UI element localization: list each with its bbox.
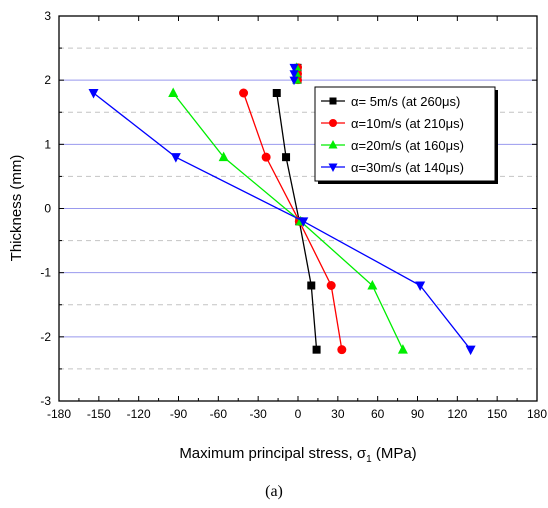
stress-thickness-chart: -180 -150 -120 -90 -60 -30 0 30 60 90 120 150 180-3-… xyxy=(8,9,547,465)
legend-label: α=10m/s (at 210μs) xyxy=(351,116,464,131)
legend: α= 5m/s (at 260μs) α=10m/s (at 210μs) α=20… xyxy=(314,86,498,184)
x-tick-label: 120 xyxy=(447,407,467,421)
data-point-triangle-up xyxy=(328,140,338,149)
data-series xyxy=(88,62,476,356)
data-point-circle xyxy=(326,281,336,290)
data-point-triangle-down xyxy=(289,63,299,73)
x-tick-label: 60 xyxy=(371,407,385,421)
y-tick-label: 2 xyxy=(44,73,51,87)
data-point-triangle-down xyxy=(465,345,476,356)
legend-label: α= 5m/s (at 260μs) xyxy=(351,94,460,109)
data-point-triangle-up xyxy=(218,151,229,162)
x-tick-label: 150 xyxy=(487,407,507,421)
data-point-triangle-down xyxy=(170,153,181,163)
data-point-triangle-down xyxy=(88,89,99,99)
data-point-triangle-down xyxy=(298,217,309,227)
data-point-square xyxy=(329,97,337,105)
series-4 xyxy=(88,63,476,356)
figure-caption: (a) xyxy=(265,483,283,500)
data-point-circle xyxy=(261,152,271,162)
y-tick-label: 0 xyxy=(44,202,51,216)
data-point-triangle-down xyxy=(328,163,338,172)
data-point-circle xyxy=(239,88,249,98)
x-tick-label: 0 xyxy=(295,407,302,421)
legend-box xyxy=(314,86,496,182)
data-point-triangle-down xyxy=(289,70,299,79)
data-point-square xyxy=(307,281,316,290)
x-tick-label: -180 xyxy=(47,407,71,421)
x-tick-label: 90 xyxy=(411,407,425,421)
x-tick-label: -150 xyxy=(87,407,111,421)
x-axis-title-unit: (MPa) xyxy=(372,445,417,462)
data-point-circle xyxy=(337,345,347,355)
y-tick-label: -2 xyxy=(40,330,51,344)
legend-label: α=20m/s (at 160μs) xyxy=(351,138,464,153)
y-tick-label: 3 xyxy=(44,9,51,23)
x-tick-label: 180 xyxy=(527,407,547,421)
y-axis-title: Thickness (mm) xyxy=(8,155,25,262)
data-point-square xyxy=(312,345,321,354)
data-point-triangle-up xyxy=(367,280,378,290)
x-axis-title-subscript: 1 xyxy=(366,454,372,465)
y-tick-label: -1 xyxy=(40,266,51,280)
data-point-triangle-up xyxy=(397,344,408,354)
axis-ticks: -180 -150 -120 -90 -60 -30 0 30 60 90 120 150 180-3-… xyxy=(40,9,547,421)
x-tick-label: -30 xyxy=(249,407,267,421)
x-tick-label: -120 xyxy=(127,407,151,421)
data-point-square xyxy=(282,153,291,162)
data-point-square xyxy=(272,89,281,97)
y-tick-label: 1 xyxy=(44,137,51,151)
x-tick-label: -60 xyxy=(210,407,228,421)
legend-label: α=30m/s (at 140μs) xyxy=(351,160,464,175)
x-tick-label: 30 xyxy=(331,407,345,421)
data-point-triangle-down xyxy=(415,281,426,291)
x-tick-label: -90 xyxy=(170,407,188,421)
x-axis-title: Maximum principal stress, σ1 (MPa) xyxy=(179,445,416,465)
data-point-circle xyxy=(329,119,337,127)
y-tick-label: -3 xyxy=(40,394,51,408)
data-point-triangle-down xyxy=(289,76,299,86)
data-point-triangle-up xyxy=(168,87,179,97)
